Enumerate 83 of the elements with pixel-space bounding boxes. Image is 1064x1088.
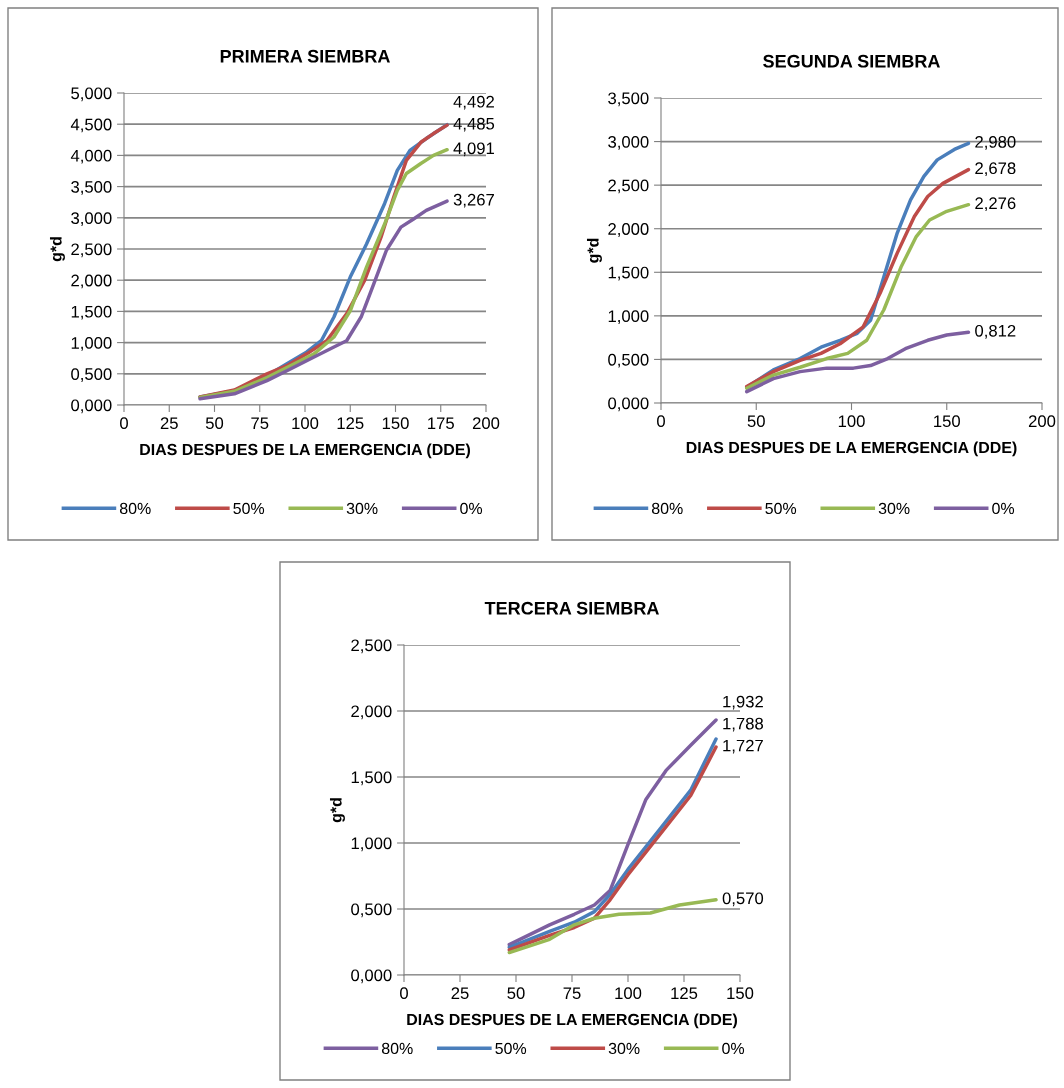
x-tick-label: 150 (727, 987, 754, 1000)
line-series (744, 330, 971, 394)
y-tick-label: 0,000 (608, 397, 649, 412)
y-tick-label: 1,000 (351, 837, 392, 852)
data-label: 1,932 (723, 695, 763, 710)
x-tick-label: 200 (472, 417, 500, 430)
chart-title: PRIMERA SIEMBRA (220, 49, 390, 63)
line-series (507, 898, 718, 955)
y-axis-title: g*d (49, 237, 65, 262)
y-tick-label: 0,500 (608, 353, 649, 368)
legend-label: 50% (765, 502, 797, 515)
legend-label: 0% (992, 502, 1015, 515)
x-tick-label: 0 (400, 987, 408, 1000)
x-axis-title: DIAS DESPUES DE LA EMERGENCIA (DDE) (407, 1013, 737, 1029)
y-tick-label: 2,000 (608, 223, 649, 237)
y-tick-label: 4,500 (70, 118, 112, 133)
x-tick-label: 100 (838, 415, 865, 428)
x-tick-label: 125 (337, 417, 364, 430)
legend-label: 50% (233, 502, 265, 515)
y-axis-title: g*d (329, 798, 345, 823)
y-tick-label: 0,500 (71, 368, 112, 382)
y-tick-label: 2,000 (71, 274, 112, 289)
data-label: 1,727 (723, 739, 763, 754)
y-tick-label: 3,000 (608, 135, 649, 150)
x-axis-title: DIAS DESPUES DE LA EMERGENCIA (DDE) (140, 443, 470, 459)
x-tick-label: 150 (382, 417, 409, 430)
x-tick-label: 125 (671, 987, 698, 1000)
legend-label: 50% (495, 1042, 527, 1055)
y-tick-label: 2,500 (608, 179, 649, 194)
x-tick-label: 25 (160, 417, 178, 430)
x-tick-label: 200 (1028, 415, 1056, 428)
data-label: 4,485 (453, 117, 495, 132)
x-axis-title: DIAS DESPUES DE LA EMERGENCIA (DDE) (686, 441, 1017, 457)
data-label: 1,788 (723, 717, 764, 732)
legend-label: 80% (651, 502, 683, 515)
y-tick-label: 4,000 (70, 149, 112, 164)
x-tick-label: 50 (205, 417, 224, 430)
x-tick-label: 75 (563, 987, 581, 1000)
data-label: 4,492 (453, 95, 494, 110)
chart-title: SEGUNDA SIEMBRA (763, 54, 940, 68)
y-tick-label: 1,000 (71, 337, 112, 351)
chart-title: TERCERA SIEMBRA (484, 601, 659, 615)
y-tick-label: 1,500 (71, 305, 112, 320)
y-tick-label: 0,000 (351, 969, 392, 984)
x-tick-label: 50 (507, 987, 525, 1000)
data-label: 2,276 (975, 197, 1016, 212)
x-tick-label: 75 (251, 417, 269, 430)
data-label: 3,267 (453, 193, 494, 208)
data-label: 2,678 (975, 162, 1016, 177)
x-tick-label: 100 (292, 417, 319, 430)
y-tick-label: 2,000 (351, 705, 392, 720)
legend-label: 30% (346, 502, 378, 515)
x-tick-label: 175 (428, 417, 454, 430)
y-tick-label: 3,500 (608, 92, 649, 107)
line-series (744, 202, 971, 390)
y-tick-label: 2,500 (71, 243, 112, 258)
y-tick-label: 1,500 (351, 771, 392, 786)
x-tick-label: 25 (451, 987, 469, 1000)
x-tick-label: 0 (657, 415, 665, 428)
x-tick-label: 150 (934, 415, 960, 428)
x-tick-label: 0 (120, 417, 128, 430)
y-tick-label: 5,000 (71, 87, 112, 102)
y-axis-title: g*d (586, 238, 602, 263)
legend-label: 0% (722, 1042, 745, 1055)
y-tick-label: 0,500 (351, 903, 392, 918)
y-tick-label: 2,500 (351, 639, 392, 654)
y-tick-label: 0,000 (71, 399, 112, 414)
data-label: 0,570 (722, 892, 764, 907)
y-tick-label: 1,000 (608, 310, 649, 325)
y-tick-label: 1,500 (608, 266, 649, 281)
legend-label: 80% (119, 502, 151, 515)
legend-label: 80% (381, 1042, 413, 1055)
x-tick-label: 50 (747, 415, 765, 428)
data-label: 0,812 (975, 324, 1016, 339)
x-tick-label: 100 (615, 987, 642, 1000)
line-series (198, 199, 449, 401)
legend-label: 0% (460, 502, 483, 515)
y-tick-label: 3,000 (71, 212, 112, 226)
data-label: 2,980 (975, 135, 1016, 150)
legend-label: 30% (878, 502, 910, 515)
data-label: 4,091 (453, 142, 494, 157)
y-tick-label: 3,500 (71, 181, 112, 195)
legend-label: 30% (608, 1042, 640, 1055)
